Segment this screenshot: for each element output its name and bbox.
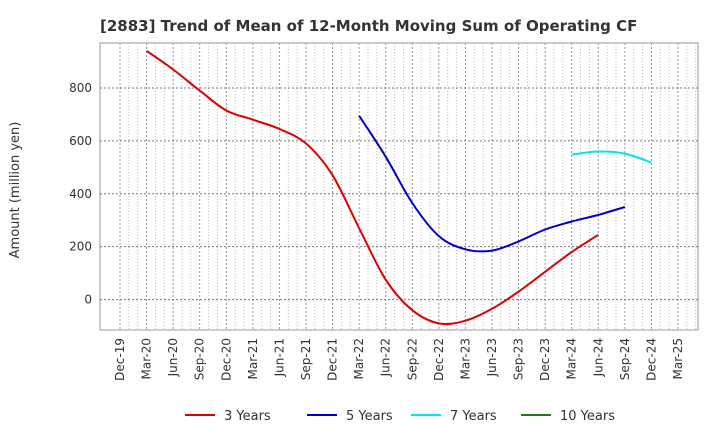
series-group — [146, 50, 652, 326]
x-tick-label: Dec-20 — [219, 338, 233, 381]
y-axis: 0 200 400 600 800 — [69, 81, 92, 307]
y-axis-label: Amount (million yen) — [8, 122, 23, 259]
series-line-7-years — [571, 150, 652, 164]
chart-title: [2883] Trend of Mean of 12-Month Moving … — [100, 17, 637, 35]
legend-label-10-years: 10 Years — [560, 409, 615, 424]
x-axis: Dec-19 Mar-20 Jun-20 Sep-20 Dec-20 Mar-21 Jun-… — [113, 338, 685, 381]
x-tick-label: Dec-21 — [326, 338, 340, 381]
x-tick-label: Jun-20 — [166, 338, 180, 377]
y-tick-label: 400 — [69, 187, 92, 201]
x-tick-label: Jun-21 — [272, 338, 286, 377]
legend-label-5-years: 5 Years — [346, 409, 393, 424]
y-tick-label: 800 — [69, 81, 92, 95]
x-tick-label: Mar-25 — [671, 338, 685, 379]
series-line-5-years — [358, 115, 626, 253]
x-tick-label: Sep-22 — [405, 338, 419, 380]
x-tick-label: Dec-23 — [538, 338, 552, 381]
x-tick-label: Sep-24 — [618, 338, 632, 380]
series-line-3-years — [146, 50, 599, 326]
y-tick-label: 600 — [69, 134, 92, 148]
x-tick-label: Mar-20 — [140, 338, 154, 379]
x-tick-label: Dec-19 — [113, 338, 127, 381]
x-tick-label: Sep-20 — [193, 338, 207, 380]
x-tick-label: Dec-24 — [644, 338, 658, 381]
x-tick-label: Sep-21 — [299, 338, 313, 380]
legend-label-7-years: 7 Years — [450, 409, 497, 424]
legend: 3 Years 5 Years 7 Years 10 Years — [185, 409, 615, 424]
x-tick-label: Mar-22 — [352, 338, 366, 379]
x-tick-label: Jun-22 — [379, 338, 393, 377]
grid — [100, 43, 698, 330]
plot-area — [99, 42, 699, 331]
x-tick-label: Sep-23 — [512, 338, 526, 380]
x-tick-label: Jun-23 — [485, 338, 499, 377]
x-tick-label: Mar-21 — [246, 338, 260, 379]
x-tick-label: Mar-24 — [565, 338, 579, 379]
x-tick-label: Dec-22 — [432, 338, 446, 381]
legend-label-3-years: 3 Years — [224, 409, 271, 424]
y-tick-label: 200 — [69, 240, 92, 254]
x-tick-label: Mar-23 — [458, 338, 472, 379]
y-tick-label: 0 — [84, 293, 92, 307]
x-tick-label: Jun-24 — [591, 338, 605, 377]
